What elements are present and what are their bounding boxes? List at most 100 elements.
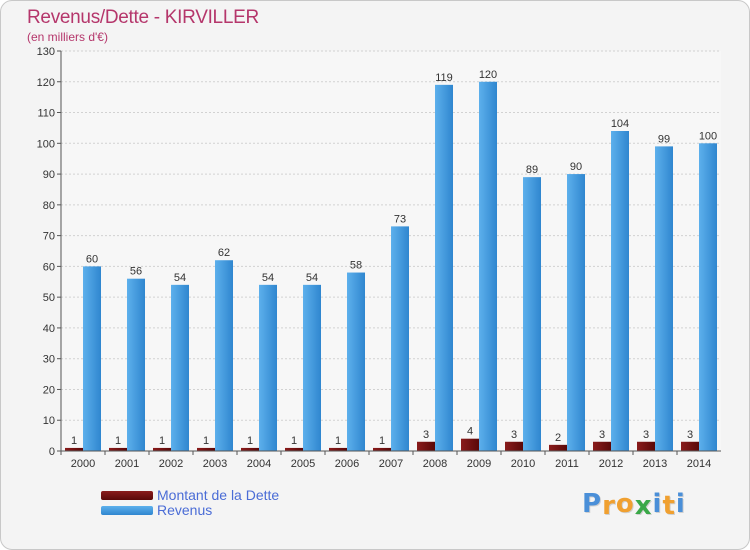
data-label-dette: 3 (511, 429, 517, 441)
logo-letter: x (634, 491, 653, 521)
legend-swatch-dette (101, 490, 153, 500)
bar-dette (197, 447, 215, 451)
bar-dette (461, 438, 479, 451)
bar-dette (681, 441, 699, 451)
data-label-revenus: 100 (699, 130, 717, 142)
y-tick-label: 40 (43, 323, 55, 335)
x-tick-label: 2011 (555, 458, 579, 470)
data-label-dette: 3 (599, 429, 605, 441)
bar-revenus (259, 284, 277, 451)
bar-dette (637, 441, 655, 451)
bar-revenus (391, 226, 409, 451)
bar-revenus (303, 284, 321, 451)
data-label-revenus: 54 (306, 272, 318, 284)
logo-letter: r (602, 491, 616, 521)
x-tick-label: 2009 (467, 458, 491, 470)
data-label-revenus: 54 (174, 272, 186, 284)
y-tick-label: 20 (43, 384, 55, 396)
y-tick-label: 30 (43, 354, 55, 366)
data-label-revenus: 58 (350, 260, 362, 272)
bar-dette (65, 447, 83, 451)
logo-letter: i (675, 489, 686, 519)
y-tick-label: 70 (43, 231, 55, 243)
data-label-dette: 1 (379, 435, 385, 447)
x-tick-label: 2013 (643, 458, 667, 470)
logo-letter: i (652, 489, 663, 519)
bar-dette (329, 447, 347, 451)
data-label-revenus: 119 (435, 72, 453, 84)
bar-dette (549, 444, 567, 451)
data-label-revenus: 120 (479, 69, 497, 81)
y-tick-label: 120 (37, 77, 55, 89)
bar-revenus (347, 272, 365, 451)
y-tick-label: 110 (37, 108, 55, 120)
legend-label-revenus: Revenus (157, 502, 213, 518)
x-tick-label: 2004 (247, 458, 271, 470)
bar-dette (505, 441, 523, 451)
data-label-revenus: 54 (262, 272, 274, 284)
bar-revenus (567, 174, 585, 452)
data-label-dette: 4 (467, 426, 473, 438)
bar-dette (241, 447, 259, 451)
bar-revenus (171, 284, 189, 451)
data-label-revenus: 90 (570, 161, 582, 173)
chart-title: Revenus/Dette - KIRVILLER (27, 7, 259, 28)
legend-label-dette: Montant de la Dette (157, 487, 280, 503)
y-tick-label: 0 (49, 446, 55, 458)
x-tick-label: 2003 (203, 458, 227, 470)
data-label-revenus: 89 (526, 164, 538, 176)
y-tick-label: 60 (43, 261, 55, 273)
logo-letter: P (582, 489, 603, 519)
proxiti-logo: Proxiti (582, 489, 686, 521)
data-label-dette: 1 (159, 435, 165, 447)
logo-letter: t (662, 491, 676, 521)
data-label-dette: 3 (643, 429, 649, 441)
bar-dette (153, 447, 171, 451)
bar-revenus (479, 81, 497, 452)
axis-layer: 0 10 20 30 40 50 60 70 80 90 100 110 120 130 2000 2001 2… (37, 46, 721, 470)
bar-revenus (435, 84, 453, 451)
logo-letter: o (615, 489, 635, 519)
chart-subtitle: (en milliers d'€) (27, 30, 108, 44)
data-label-dette: 1 (335, 435, 341, 447)
bar-revenus (127, 278, 145, 451)
bar-revenus (83, 266, 101, 451)
x-tick-label: 2006 (335, 458, 359, 470)
bar-revenus (655, 146, 673, 451)
x-tick-label: 2007 (379, 458, 403, 470)
bar-revenus (523, 177, 541, 451)
data-label-dette: 2 (555, 432, 561, 444)
bar-revenus (611, 131, 629, 451)
bar-dette (593, 441, 611, 451)
bar-dette (109, 447, 127, 451)
data-label-dette: 1 (203, 435, 209, 447)
x-tick-label: 2001 (115, 458, 139, 470)
data-label-dette: 3 (423, 429, 429, 441)
bar-revenus (699, 143, 717, 452)
bar-dette (417, 441, 435, 451)
y-tick-label: 50 (43, 292, 55, 304)
x-tick-label: 2008 (423, 458, 447, 470)
legend-swatch-revenus (101, 505, 153, 515)
y-tick-label: 90 (43, 169, 55, 181)
x-tick-label: 2012 (599, 458, 623, 470)
x-tick-label: 2010 (511, 458, 535, 470)
bar-dette (285, 447, 303, 451)
x-tick-label: 2014 (687, 458, 711, 470)
y-tick-label: 100 (37, 138, 55, 150)
data-label-revenus: 104 (611, 118, 629, 130)
data-label-dette: 1 (115, 435, 121, 447)
bar-revenus (215, 260, 233, 451)
legend-item-dette: Montant de la Dette (101, 487, 280, 503)
x-tick-label: 2005 (291, 458, 315, 470)
data-label-revenus: 99 (658, 133, 670, 145)
data-label-revenus: 56 (130, 266, 142, 278)
labels-layer: 1 60 1 56 1 54 1 62 1 54 1 54 1 58 1 73 3 119 4 120 3 89 2 90 3 1… (71, 69, 717, 447)
data-label-revenus: 60 (86, 253, 98, 265)
data-label-dette: 3 (687, 429, 693, 441)
bar-dette (373, 447, 391, 451)
y-tick-label: 130 (37, 46, 55, 58)
x-tick-label: 2002 (159, 458, 183, 470)
